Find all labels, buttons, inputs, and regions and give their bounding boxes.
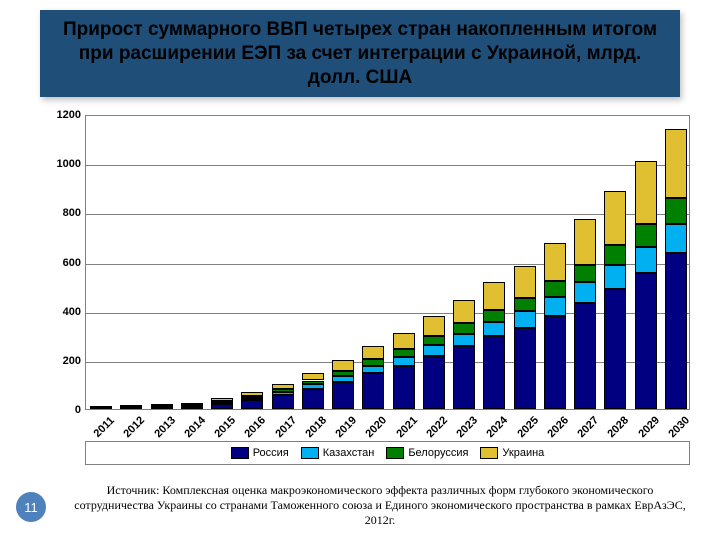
legend-item: Украина (480, 447, 544, 459)
source-text: Источник: Комплексная оценка макроэконом… (70, 483, 690, 528)
title-box: Прирост суммарного ВВП четырех стран нак… (40, 10, 680, 97)
x-tick: 2012 (120, 412, 150, 442)
x-tick: 2011 (90, 412, 120, 442)
y-tick: 1200 (45, 109, 81, 121)
y-tick: 400 (45, 306, 81, 318)
legend-label: Белоруссия (408, 447, 468, 459)
x-tick: 2015 (211, 412, 241, 442)
legend-label: Украина (502, 447, 544, 459)
x-tick: 2013 (150, 412, 180, 442)
x-tick: 2020 (362, 412, 392, 442)
x-tick: 2030 (664, 412, 694, 442)
gdp-chart: Россия Казахстан Белоруссия Украина 0 200 400… (45, 115, 690, 465)
x-tick: 2027 (574, 412, 604, 442)
x-tick: 2024 (483, 412, 513, 442)
x-tick: 2028 (604, 412, 634, 442)
x-tick: 2014 (180, 412, 210, 442)
y-tick: 0 (45, 404, 81, 416)
legend-swatch (386, 447, 404, 459)
legend-item: Белоруссия (386, 447, 468, 459)
legend-swatch (301, 447, 319, 459)
x-tick: 2018 (301, 412, 331, 442)
legend-swatch (480, 447, 498, 459)
x-tick: 2026 (543, 412, 573, 442)
y-tick: 600 (45, 257, 81, 269)
legend-item: Казахстан (301, 447, 375, 459)
legend: Россия Казахстан Белоруссия Украина (85, 441, 690, 465)
slide-title: Прирост суммарного ВВП четырех стран нак… (54, 18, 666, 89)
x-tick: 2025 (513, 412, 543, 442)
x-tick: 2022 (422, 412, 452, 442)
legend-label: Россия (253, 447, 289, 459)
x-tick: 2029 (634, 412, 664, 442)
y-tick: 200 (45, 355, 81, 367)
x-tick: 2016 (241, 412, 271, 442)
x-tick: 2019 (332, 412, 362, 442)
y-tick: 1000 (45, 158, 81, 170)
y-tick: 800 (45, 207, 81, 219)
x-tick: 2017 (271, 412, 301, 442)
legend-item: Россия (231, 447, 289, 459)
legend-swatch (231, 447, 249, 459)
x-tick: 2021 (392, 412, 422, 442)
page-number: 11 (16, 492, 46, 522)
legend-label: Казахстан (323, 447, 375, 459)
plot-area (85, 115, 690, 410)
x-tick: 2023 (453, 412, 483, 442)
